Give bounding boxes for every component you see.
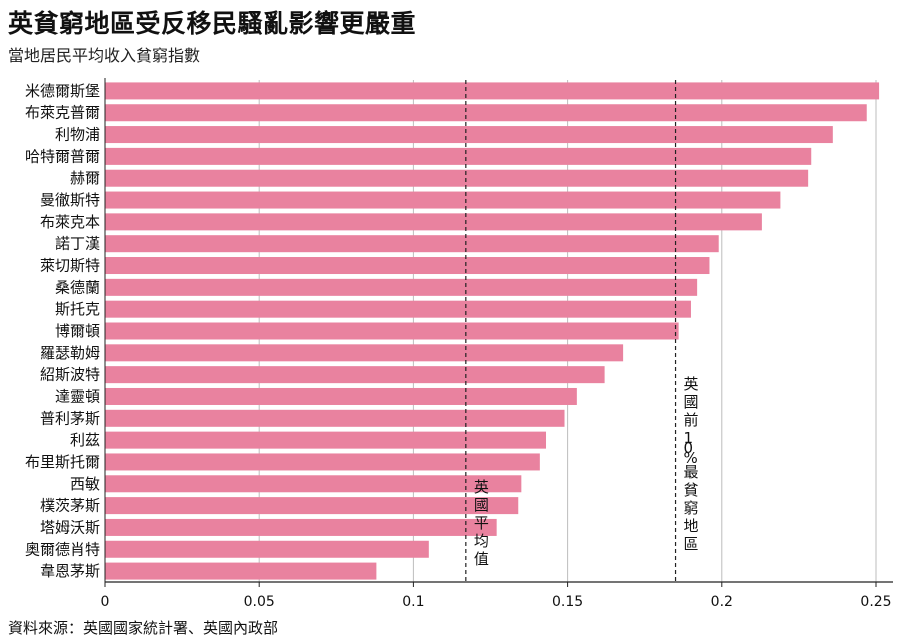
category-label-2: 利物浦 [55, 126, 100, 144]
category-label-22: 韋恩茅斯 [40, 562, 100, 580]
category-label-18: 西敏 [70, 475, 100, 493]
bar-20 [105, 518, 497, 536]
category-label-4: 赫爾 [70, 169, 100, 187]
bar-11 [105, 322, 679, 340]
category-label-17: 布里斯托爾 [25, 453, 100, 471]
category-label-8: 萊切斯特 [40, 257, 100, 275]
bar-22 [105, 562, 377, 580]
bar-1 [105, 104, 867, 122]
category-labels: 米德爾斯堡布萊克普爾利物浦哈特爾普爾赫爾曼徹斯特布萊克本諾丁漢萊切斯特桑德蘭斯托… [25, 82, 100, 580]
category-label-9: 桑德蘭 [55, 278, 100, 296]
x-tick-label-4: 0.2 [711, 594, 733, 610]
bar-6 [105, 213, 762, 231]
bar-9 [105, 278, 698, 296]
bar-18 [105, 475, 522, 493]
category-label-0: 米德爾斯堡 [25, 82, 100, 100]
category-label-15: 普利茅斯 [40, 409, 100, 427]
bar-12 [105, 344, 624, 362]
category-label-7: 諾丁漢 [55, 235, 100, 253]
category-label-11: 博爾頓 [55, 322, 100, 340]
bar-14 [105, 387, 577, 405]
bar-21 [105, 540, 429, 558]
chart-title: 英貧窮地區受反移民騷亂影響更嚴重 [8, 9, 417, 38]
bar-2 [105, 126, 833, 144]
bar-5 [105, 191, 781, 209]
category-label-19: 樸茨茅斯 [40, 497, 100, 515]
x-tick-label-0: 0 [101, 594, 110, 610]
category-label-3: 哈特爾普爾 [25, 147, 100, 165]
bars-group [105, 82, 880, 580]
bar-0 [105, 82, 880, 100]
reference-label-1: 英國前 1 0 %最貧窮地區 [684, 375, 699, 553]
bar-15 [105, 409, 565, 427]
category-label-20: 塔姆沃斯 [40, 518, 100, 536]
x-tick-label-2: 0.1 [402, 594, 424, 610]
category-label-1: 布萊克普爾 [25, 104, 100, 122]
category-label-6: 布萊克本 [40, 213, 100, 231]
bar-3 [105, 147, 812, 165]
bar-16 [105, 431, 547, 449]
category-label-14: 達靈頓 [55, 387, 100, 405]
bar-4 [105, 169, 809, 187]
reference-label-0: 英國平均值 [474, 478, 489, 568]
chart-subtitle: 當地居民平均收入貧窮指數 [8, 46, 201, 65]
reference-lines: 英國平均值 英國前 1 0 %最貧窮地區 [465, 80, 699, 582]
category-label-5: 曼徹斯特 [40, 191, 100, 209]
bar-19 [105, 497, 519, 515]
x-axis: 0 0.05 0.1 0.15 0.2 0.25 [101, 78, 893, 610]
x-tick-label-1: 0.05 [244, 594, 275, 610]
bar-7 [105, 235, 719, 253]
category-label-16: 利茲 [70, 431, 100, 449]
category-label-10: 斯托克 [55, 300, 100, 318]
source-note: 資料來源：英國國家統計署、英國內政部 [8, 619, 279, 637]
bar-8 [105, 257, 710, 275]
bar-17 [105, 453, 540, 471]
bar-13 [105, 366, 605, 384]
category-label-21: 奧爾德肖特 [25, 540, 100, 558]
category-label-12: 羅瑟勒姆 [40, 344, 100, 362]
category-label-13: 紹斯波特 [40, 366, 100, 384]
bar-10 [105, 300, 691, 318]
x-tick-label-3: 0.15 [552, 594, 583, 610]
x-tick-label-5: 0.25 [860, 594, 891, 610]
